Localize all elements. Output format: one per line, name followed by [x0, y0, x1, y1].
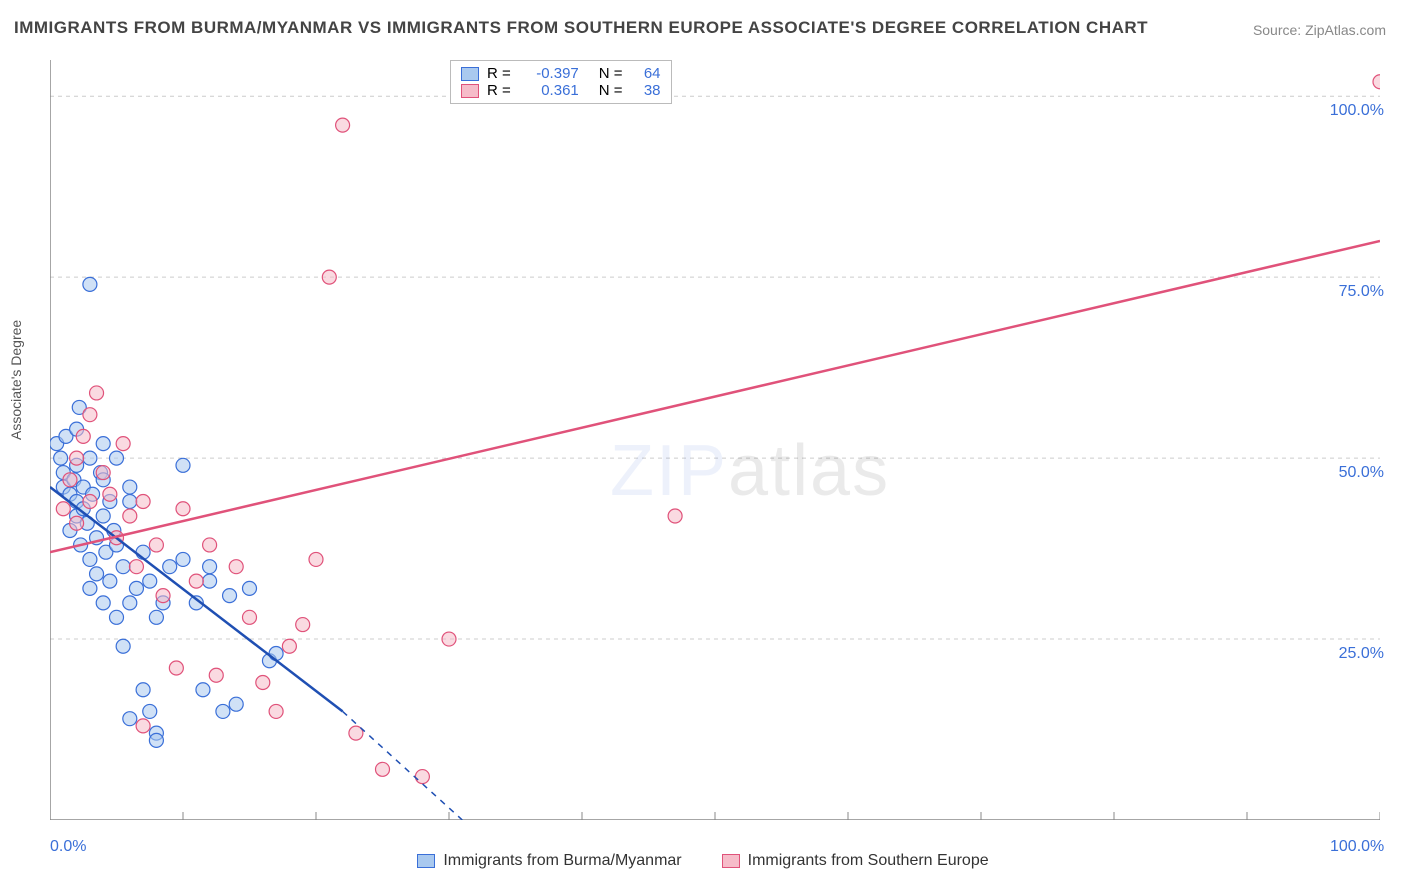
scatter-plot: ZIPatlas: [50, 60, 1380, 820]
source-attribution: Source: ZipAtlas.com: [1253, 22, 1386, 38]
chart-title: IMMIGRANTS FROM BURMA/MYANMAR VS IMMIGRA…: [14, 18, 1148, 38]
legend-item-seurope: Immigrants from Southern Europe: [722, 852, 989, 870]
source-label: Source:: [1253, 22, 1305, 38]
plot-svg: [50, 60, 1380, 820]
stats-legend-row: R = -0.397 N = 64: [461, 65, 661, 82]
stats-legend-row: R = 0.361 N = 38: [461, 82, 661, 99]
y-tick-label: 25.0%: [1339, 645, 1384, 663]
swatch-icon: [461, 84, 479, 98]
legend-item-burma: Immigrants from Burma/Myanmar: [417, 852, 681, 870]
n-value: 38: [631, 82, 661, 99]
r-value: 0.361: [519, 82, 579, 99]
legend-label: Immigrants from Burma/Myanmar: [443, 852, 681, 870]
r-value: -0.397: [519, 65, 579, 82]
legend-label: Immigrants from Southern Europe: [748, 852, 989, 870]
r-label: R =: [487, 82, 511, 99]
swatch-icon: [417, 854, 435, 868]
series-legend: Immigrants from Burma/Myanmar Immigrants…: [0, 852, 1406, 870]
stats-legend: R = -0.397 N = 64 R = 0.361 N = 38: [450, 60, 672, 104]
n-value: 64: [631, 65, 661, 82]
n-label: N =: [599, 65, 623, 82]
swatch-icon: [461, 67, 479, 81]
swatch-icon: [722, 854, 740, 868]
y-tick-label: 100.0%: [1330, 102, 1384, 120]
y-tick-label: 75.0%: [1339, 283, 1384, 301]
r-label: R =: [487, 65, 511, 82]
source-value: ZipAtlas.com: [1305, 22, 1386, 38]
y-axis-label: Associate's Degree: [8, 320, 24, 440]
n-label: N =: [599, 82, 623, 99]
y-tick-label: 50.0%: [1339, 464, 1384, 482]
